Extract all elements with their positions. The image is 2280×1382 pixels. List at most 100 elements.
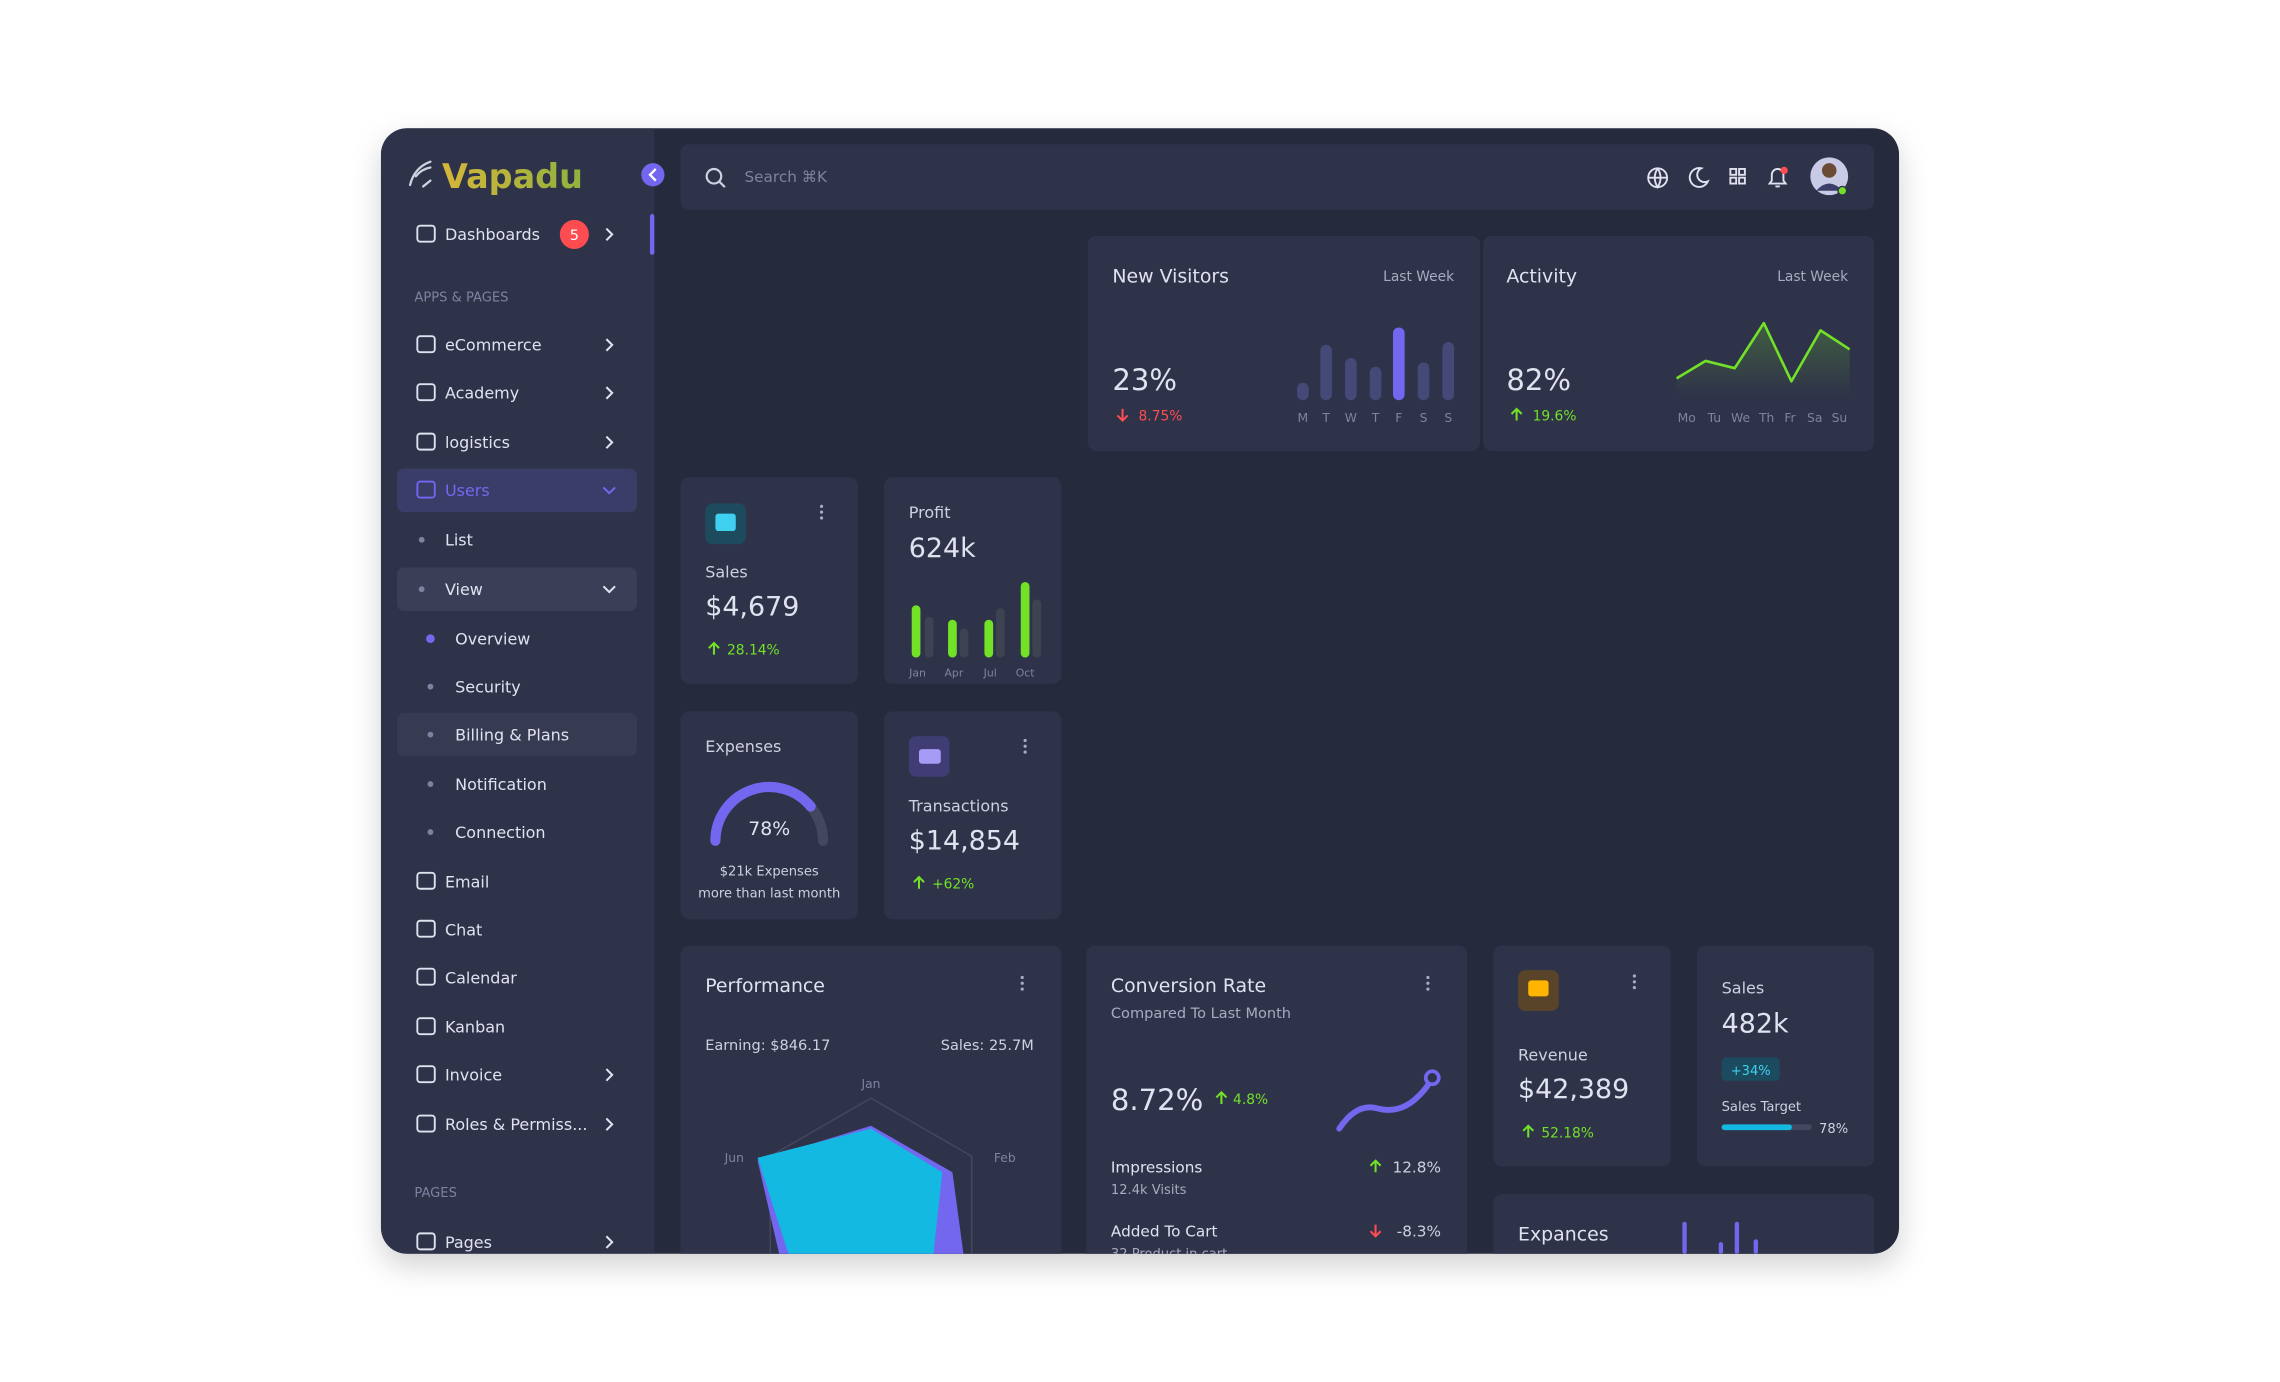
- arrow-up: [1369, 1159, 1382, 1173]
- nav-label[interactable]: Roles & Permiss...: [445, 1115, 588, 1134]
- nav-icon: [416, 224, 436, 243]
- visitor-bar: [1320, 344, 1332, 401]
- nav-label[interactable]: Dashboards: [445, 225, 540, 244]
- day-label: M: [1298, 411, 1309, 425]
- arrow-up: [1510, 407, 1523, 421]
- expances-bar: [1682, 1221, 1687, 1254]
- apps-icon[interactable]: [1729, 168, 1746, 185]
- nav-label[interactable]: Connection: [455, 823, 545, 842]
- arrow-up: [1522, 1124, 1535, 1138]
- card-title: Activity: [1506, 265, 1577, 287]
- theme-icon[interactable]: [1688, 167, 1710, 188]
- expances-bar: [1734, 1221, 1740, 1254]
- card-value: 624k: [909, 533, 976, 564]
- nav-label[interactable]: Security: [455, 677, 521, 696]
- card-title: Expenses: [705, 737, 781, 756]
- performance-sales: Sales: 25.7M: [941, 1038, 1034, 1054]
- more-dot[interactable]: [1023, 738, 1027, 743]
- visitor-bar: [1345, 358, 1357, 401]
- chevron-down: [602, 486, 616, 495]
- nav-label[interactable]: Academy: [445, 384, 519, 403]
- activity-area: [1676, 323, 1850, 396]
- nav-label[interactable]: Pages: [445, 1233, 492, 1252]
- arrow-up: [913, 875, 925, 889]
- collapse-icon: [648, 168, 657, 182]
- activity-card: [1483, 235, 1875, 452]
- conversion-card: [1086, 945, 1468, 1254]
- card-title: Conversion Rate: [1111, 975, 1266, 997]
- card-title: Sales: [705, 563, 748, 582]
- chevron-right: [605, 435, 614, 449]
- nav-hover[interactable]: [396, 712, 637, 757]
- sales-badge: [1721, 1057, 1780, 1081]
- day-label: S: [1420, 411, 1428, 425]
- day-label: T: [1321, 411, 1330, 425]
- nav-label[interactable]: Invoice: [445, 1066, 502, 1085]
- card-title: Transactions: [908, 797, 1009, 816]
- card-value: $4,679: [705, 591, 799, 622]
- nav-dot: [418, 586, 425, 593]
- visitor-bar: [1442, 342, 1455, 401]
- revenue-icon-inner: [1528, 980, 1549, 997]
- nav-active[interactable]: [396, 468, 637, 513]
- nav-label[interactable]: logistics: [445, 433, 510, 452]
- nav-label[interactable]: Overview: [455, 629, 530, 648]
- more-dot[interactable]: [819, 516, 824, 520]
- more-dot[interactable]: [819, 510, 824, 514]
- nav-badge-count: 5: [570, 228, 579, 244]
- status-dot: [1837, 185, 1848, 196]
- chevron-right: [605, 227, 614, 241]
- more-dot[interactable]: [1023, 750, 1027, 754]
- more-dot[interactable]: [819, 504, 824, 508]
- nav-open[interactable]: [396, 567, 637, 612]
- notification-icon[interactable]: [1767, 168, 1788, 188]
- nav-label[interactable]: eCommerce: [445, 336, 542, 355]
- visitor-bar: [1417, 362, 1430, 401]
- more-dot[interactable]: [1020, 981, 1024, 985]
- avatar-body: [1816, 183, 1843, 191]
- collapse-button[interactable]: [641, 163, 665, 187]
- nav-label[interactable]: List: [445, 531, 473, 550]
- nav-dot: [426, 634, 435, 644]
- day-label: Mo: [1678, 411, 1696, 425]
- gauge-note: more than last month: [698, 886, 840, 901]
- nav-label[interactable]: Calendar: [445, 968, 517, 987]
- card-title: Expances: [1518, 1224, 1609, 1246]
- more-dot[interactable]: [1632, 974, 1636, 978]
- more-dot[interactable]: [1020, 975, 1024, 980]
- card-value: $42,389: [1518, 1074, 1629, 1105]
- activity-line: [1675, 321, 1851, 383]
- more-dot[interactable]: [1632, 986, 1636, 990]
- nav-label[interactable]: View: [445, 580, 483, 599]
- expances-bar: [1753, 1239, 1758, 1254]
- day-label: Tu: [1707, 411, 1722, 425]
- nav-label[interactable]: Notification: [455, 775, 547, 794]
- conversion-row-label: Impressions: [1111, 1158, 1202, 1176]
- more-dot[interactable]: [1426, 987, 1430, 991]
- nav-icon: [416, 383, 436, 402]
- more-dot[interactable]: [1023, 744, 1027, 748]
- profit-bar: [1032, 599, 1042, 658]
- nav-dot: [427, 829, 434, 835]
- more-dot[interactable]: [1020, 987, 1024, 991]
- arrow-up: [708, 641, 720, 655]
- card-change: +62%: [932, 877, 974, 893]
- target-progress: [1721, 1124, 1792, 1131]
- month-label: Apr: [944, 666, 963, 679]
- more-dot[interactable]: [1632, 980, 1636, 984]
- radar-area-cyan: [757, 1128, 943, 1254]
- brand-name: Vapadu: [442, 157, 583, 196]
- nav-label[interactable]: Users: [445, 481, 490, 500]
- more-dot[interactable]: [1426, 975, 1430, 980]
- profit-bar: [948, 619, 957, 658]
- nav-label[interactable]: Billing & Plans: [455, 725, 569, 744]
- visitor-bar: [1393, 327, 1405, 401]
- nav-label[interactable]: Email: [445, 872, 489, 891]
- more-dot[interactable]: [1426, 981, 1430, 985]
- nav-label[interactable]: Chat: [445, 920, 482, 939]
- nav-label[interactable]: Kanban: [445, 1018, 505, 1037]
- nav-dot: [418, 536, 425, 543]
- card-value: 82%: [1506, 363, 1571, 397]
- sales-target-label: Sales Target: [1722, 1100, 1801, 1115]
